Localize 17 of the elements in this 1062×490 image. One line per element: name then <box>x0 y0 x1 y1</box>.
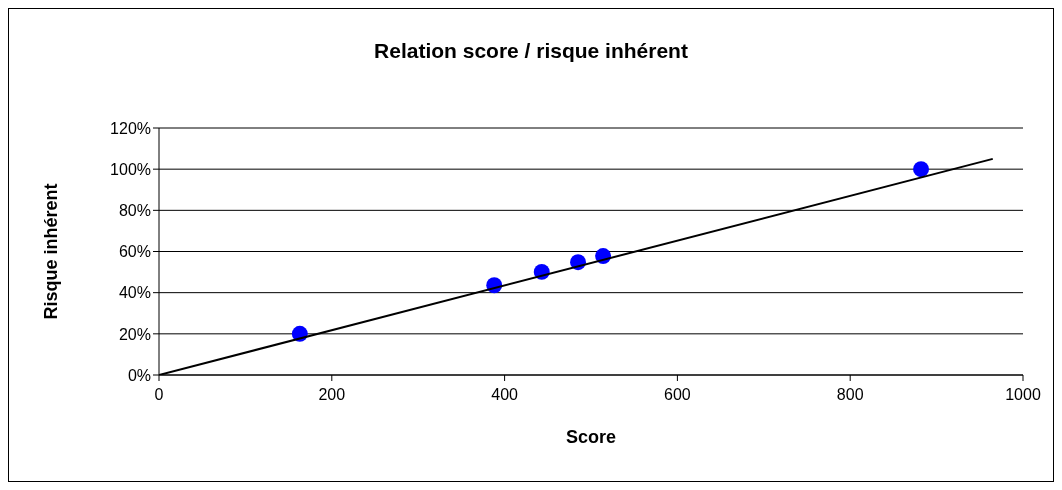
x-tick-label: 400 <box>491 386 519 404</box>
x-tick-label: 800 <box>836 386 864 404</box>
y-tick-label: 80% <box>118 202 151 220</box>
y-tick-label: 0% <box>127 366 151 384</box>
x-tick-label: 1000 <box>1005 386 1041 404</box>
y-axis-title: Risque inhérent <box>41 183 62 320</box>
point <box>913 161 930 178</box>
y-tick-label: 20% <box>118 325 151 343</box>
y-tick-label: 40% <box>118 284 151 302</box>
x-tick-label: 0 <box>154 386 164 404</box>
x-tick-label: 200 <box>318 386 346 404</box>
y-tick-label: 120% <box>110 119 151 137</box>
chart-title: Relation score / risque inhérent <box>373 39 689 63</box>
y-tick-label: 60% <box>118 243 151 261</box>
x-axis-title: Score <box>565 427 617 447</box>
y-tick-label: 100% <box>110 160 151 178</box>
x-tick-label: 600 <box>664 386 691 404</box>
